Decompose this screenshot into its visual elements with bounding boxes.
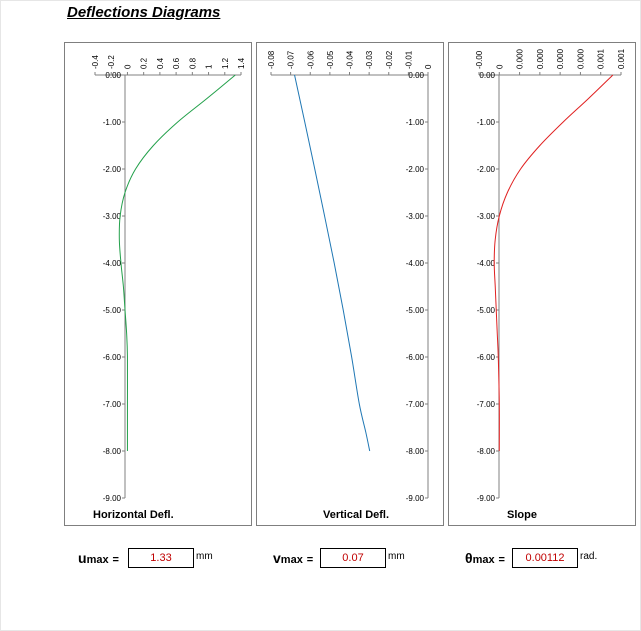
chart-svg: -0.08 -0.07 -0.06 -0.05 -0.04 -0.03 -0.02 -0.01… [267, 50, 433, 503]
horizontal-deflection-chart: -0.4 -0.2 0 0.2 0.4 0.6 0.8 1 1.2 1.4 0.00 -1.00 -2.… [64, 42, 252, 526]
x-tick-label: 0.000 [576, 48, 585, 69]
chart-svg: -0.00 0 0.000 0.000 0.000 0.000 0.001 0.001 0.00… [475, 48, 626, 503]
vmax-label: vmax = [273, 550, 314, 566]
x-tick-label: -0.00 [475, 50, 484, 69]
umax-label: umax = [78, 550, 119, 566]
y-tick-label: -7.00 [477, 400, 496, 409]
y-tick-label: -2.00 [406, 165, 425, 174]
y-tick-label: -4.00 [103, 259, 122, 268]
y-tick-label: -8.00 [477, 447, 496, 456]
y-tick-label: -5.00 [477, 306, 496, 315]
x-tick-label: -0.2 [107, 55, 116, 69]
vmax-unit: mm [388, 551, 405, 562]
x-tick-label: 0 [424, 64, 433, 69]
y-tick-label: -1.00 [103, 118, 122, 127]
x-tick-label: 0 [123, 64, 132, 69]
thmax-unit: rad. [580, 551, 598, 562]
x-tick-label: -0.01 [404, 50, 413, 69]
y-tick-label: -7.00 [103, 400, 122, 409]
y-tick-label: -3.00 [103, 212, 122, 221]
y-tick-label: -6.00 [406, 353, 425, 362]
slope-chart: -0.00 0 0.000 0.000 0.000 0.000 0.001 0.001 0.00… [448, 42, 636, 526]
x-tick-label: 0.000 [556, 48, 565, 69]
series-line [294, 74, 371, 452]
x-tick-label: -0.08 [267, 50, 276, 69]
umax-value-field[interactable]: 1.33 [128, 548, 194, 568]
y-tick-label: -9.00 [103, 494, 122, 503]
y-tick-label: -5.00 [406, 306, 425, 315]
y-tick-label: -3.00 [477, 212, 496, 221]
thmax-value-field[interactable]: 0.00112 [512, 548, 578, 568]
x-tick-label: 0.6 [172, 57, 181, 69]
x-tick-label: -0.03 [365, 50, 374, 69]
y-tick-label: -1.00 [406, 118, 425, 127]
y-tick-label: -6.00 [477, 353, 496, 362]
x-tick-label: -0.07 [287, 50, 296, 69]
thmax-label: θmax = [465, 550, 505, 566]
umax-unit: mm [196, 551, 213, 562]
y-tick-label: 0.00 [105, 71, 121, 80]
x-tick-label: 0.000 [516, 48, 525, 69]
x-tick-label: 0.4 [156, 57, 165, 69]
y-tick-label: -8.00 [103, 447, 122, 456]
x-tick-label: 1.4 [237, 57, 246, 69]
x-tick-label: 0.000 [536, 48, 545, 69]
x-tick-label: -0.4 [91, 55, 100, 69]
y-tick-label: 0.00 [479, 71, 495, 80]
y-tick-label: -4.00 [406, 259, 425, 268]
x-tick-label: 0.2 [140, 57, 149, 69]
x-tick-label: 1 [205, 64, 214, 69]
vertical-deflection-chart: -0.08 -0.07 -0.06 -0.05 -0.04 -0.03 -0.02 -0.01… [256, 42, 444, 526]
y-tick-label: -9.00 [477, 494, 496, 503]
x-tick-label: 0.8 [188, 57, 197, 69]
x-tick-label: -0.04 [346, 50, 355, 69]
y-tick-label: -9.00 [406, 494, 425, 503]
series-line [118, 74, 236, 451]
vmax-value-field[interactable]: 0.07 [320, 548, 386, 568]
x-tick-label: -0.06 [306, 50, 315, 69]
y-tick-label: -7.00 [406, 400, 425, 409]
x-tick-label: 0 [495, 64, 504, 69]
y-tick-label: -6.00 [103, 353, 122, 362]
x-axis-label: Vertical Defl. [323, 509, 390, 521]
y-tick-label: 0.00 [408, 71, 424, 80]
y-tick-label: -1.00 [477, 118, 496, 127]
x-tick-label: 0.001 [597, 48, 606, 69]
x-axis-label: Horizontal Defl. [93, 509, 174, 521]
chart-svg: -0.4 -0.2 0 0.2 0.4 0.6 0.8 1 1.2 1.4 0.00 -1.00 -2.… [91, 55, 246, 503]
x-axis-label: Slope [507, 509, 537, 521]
y-tick-label: -3.00 [406, 212, 425, 221]
x-tick-label: -0.05 [326, 50, 335, 69]
y-tick-label: -4.00 [477, 259, 496, 268]
y-tick-label: -2.00 [103, 165, 122, 174]
x-tick-label: 1.2 [221, 57, 230, 69]
x-tick-label: 0.001 [617, 48, 626, 69]
y-tick-label: -2.00 [477, 165, 496, 174]
series-line [493, 74, 614, 452]
y-tick-label: -5.00 [103, 306, 122, 315]
page-title: Deflections Diagrams [67, 4, 221, 21]
x-tick-label: -0.02 [385, 50, 394, 69]
y-tick-label: -8.00 [406, 447, 425, 456]
